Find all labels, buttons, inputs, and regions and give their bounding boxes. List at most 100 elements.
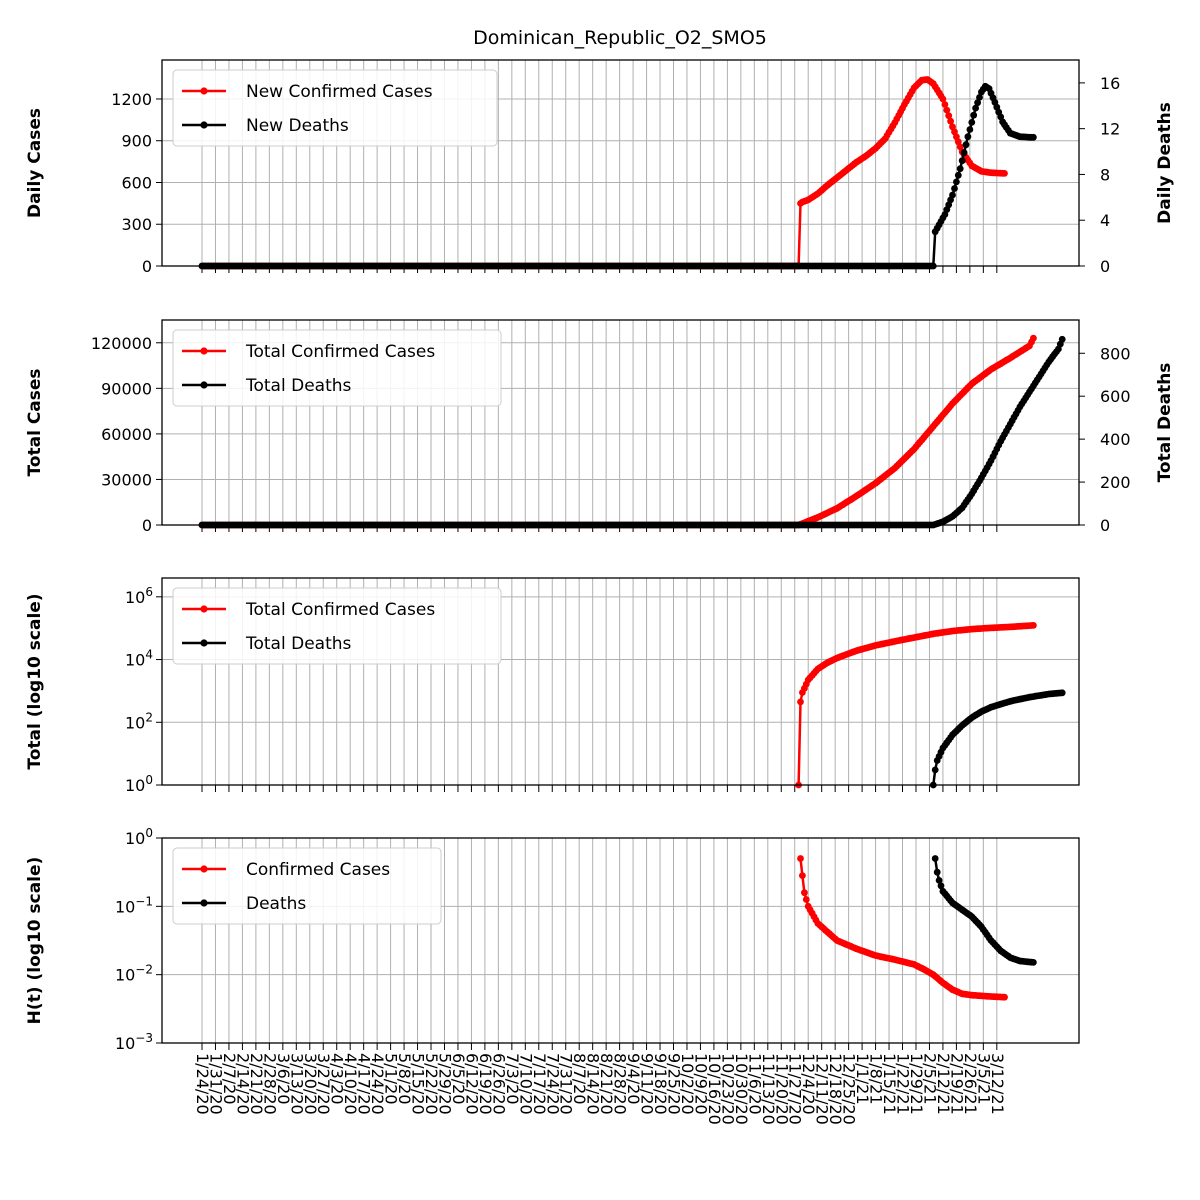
x-tick-label: 2/28/20 bbox=[260, 1053, 279, 1115]
legend-swatch-marker bbox=[200, 87, 208, 95]
x-tick-label: 1/29/21 bbox=[907, 1053, 926, 1115]
x-tick-label: 6/12/20 bbox=[462, 1053, 481, 1115]
y-tick-label: 104 bbox=[125, 648, 153, 670]
y2-tick-label: 16 bbox=[1100, 74, 1120, 93]
x-tick-label: 9/4/20 bbox=[624, 1053, 643, 1105]
data-point bbox=[954, 138, 962, 146]
panel-2: 0 30000 60000 90000 120000 0 200 400 600 800 Total… bbox=[25, 319, 1175, 535]
data-point bbox=[797, 855, 804, 862]
x-tick-label: 5/8/20 bbox=[395, 1053, 414, 1105]
legend-label: Total Deaths bbox=[245, 634, 352, 654]
x-tick-label: 9/25/20 bbox=[665, 1053, 684, 1115]
x-tick-label: 2/26/21 bbox=[961, 1053, 980, 1115]
legend-swatch-marker bbox=[200, 347, 208, 355]
data-point bbox=[954, 171, 962, 179]
legend-box bbox=[172, 329, 502, 407]
x-tick-label: 1/1/21 bbox=[853, 1053, 872, 1105]
plot-frame bbox=[161, 319, 1080, 526]
legend: Total Confirmed Cases Total Deaths bbox=[172, 329, 502, 407]
y-axis-label: Total (log10 scale) bbox=[25, 593, 45, 769]
data-point bbox=[960, 149, 968, 157]
y2-axis-label: Total Deaths bbox=[1155, 363, 1175, 483]
x-tick-label: 4/3/20 bbox=[328, 1053, 347, 1105]
panel-1: 0 300 600 900 1200 0 4 8 12 16 Daily Cases Daily De… bbox=[25, 59, 1175, 276]
x-tick-label: 6/19/20 bbox=[476, 1053, 495, 1115]
data-point bbox=[970, 111, 978, 119]
legend-label: Total Deaths bbox=[245, 376, 352, 396]
x-tick-label: 1/8/21 bbox=[867, 1053, 886, 1105]
y-tick-label: 10−1 bbox=[115, 894, 153, 916]
y2-axis-label: Daily Deaths bbox=[1155, 102, 1175, 224]
data-point bbox=[1001, 170, 1008, 177]
legend-label: New Confirmed Cases bbox=[246, 82, 433, 102]
legend-swatch-marker bbox=[200, 381, 208, 389]
legend-swatch-marker bbox=[200, 121, 208, 129]
y-tick-label: 300 bbox=[121, 215, 152, 234]
data-point bbox=[966, 126, 974, 133]
data-point bbox=[976, 94, 983, 101]
y2-tick-label: 0 bbox=[1100, 257, 1110, 276]
y-tick-label: 60000 bbox=[101, 425, 152, 444]
series-deaths bbox=[931, 855, 1037, 966]
x-tick-label: 7/3/20 bbox=[503, 1053, 522, 1105]
legend-label: Total Confirmed Cases bbox=[245, 342, 435, 362]
legend: Confirmed Cases Deaths bbox=[172, 847, 442, 925]
panel-4: 10−3 10−2 10−1 100 H(t) (log10 scale) Confirm… bbox=[25, 826, 1080, 1053]
plot-frame bbox=[161, 837, 1080, 1044]
x-tick-label: 11/27/20 bbox=[786, 1053, 805, 1125]
panel-3: 100 102 104 106 Total (log10 scale) Total Con… bbox=[25, 577, 1080, 795]
x-tick-label: 6/5/20 bbox=[449, 1053, 468, 1105]
x-tick-label: 7/17/20 bbox=[530, 1053, 549, 1115]
x-tick-label: 11/13/20 bbox=[759, 1053, 778, 1125]
data-point bbox=[801, 889, 808, 897]
x-tick-label: 3/20/20 bbox=[301, 1053, 320, 1115]
plot-frame bbox=[161, 59, 1080, 267]
x-tick-label: 5/29/20 bbox=[436, 1053, 455, 1115]
legend: Total Confirmed Cases Total Deaths bbox=[172, 587, 502, 665]
x-tick-label: 1/22/21 bbox=[894, 1053, 913, 1115]
data-point bbox=[943, 106, 951, 114]
legend-swatch-marker bbox=[200, 639, 208, 647]
x-tick-label: 1/31/20 bbox=[207, 1053, 226, 1115]
x-tick-label: 8/14/20 bbox=[584, 1053, 603, 1115]
data-point bbox=[933, 868, 941, 876]
y-tick-label: 1200 bbox=[111, 90, 152, 109]
data-point bbox=[935, 877, 943, 884]
legend-box bbox=[172, 587, 502, 665]
x-tick-label: 2/19/21 bbox=[947, 1053, 966, 1115]
y-axis-label: Daily Cases bbox=[25, 108, 45, 218]
x-tick-label: 9/11/20 bbox=[638, 1053, 657, 1115]
data-point bbox=[1030, 959, 1037, 966]
data-point bbox=[931, 766, 939, 774]
y-tick-label: 106 bbox=[125, 585, 153, 607]
data-point bbox=[972, 104, 979, 112]
data-point bbox=[931, 855, 939, 862]
legend-swatch-marker bbox=[200, 605, 208, 613]
data-point bbox=[1030, 622, 1037, 629]
chart-title: Dominican_Republic_O2_SMO5 bbox=[473, 27, 767, 49]
legend-label: Confirmed Cases bbox=[246, 860, 390, 880]
x-tick-label: 5/1/20 bbox=[382, 1053, 401, 1105]
data-point bbox=[968, 119, 976, 126]
x-tick-label: 3/12/21 bbox=[988, 1053, 1007, 1115]
y-tick-label: 100 bbox=[125, 773, 153, 795]
y-tick-label: 100 bbox=[125, 826, 153, 848]
x-tick-label: 10/23/20 bbox=[718, 1053, 737, 1125]
x-tick-label: 8/28/20 bbox=[611, 1053, 630, 1115]
data-point bbox=[974, 99, 981, 107]
data-point bbox=[951, 185, 958, 192]
data-point bbox=[956, 165, 964, 173]
legend-label: Deaths bbox=[246, 894, 306, 914]
data-point bbox=[958, 157, 966, 165]
y2-tick-label: 200 bbox=[1100, 473, 1131, 492]
x-tick-label: 1/15/21 bbox=[880, 1053, 899, 1115]
legend-swatch-marker bbox=[200, 899, 208, 907]
legend-label: New Deaths bbox=[246, 116, 349, 136]
x-tick-label: 7/10/20 bbox=[516, 1053, 535, 1115]
x-tick-label: 5/22/20 bbox=[422, 1053, 441, 1115]
data-point bbox=[1058, 335, 1066, 343]
x-tick-label: 12/4/20 bbox=[799, 1053, 818, 1115]
series-total-confirmed-cases bbox=[795, 622, 1037, 789]
y2-tick-label: 400 bbox=[1100, 430, 1131, 449]
